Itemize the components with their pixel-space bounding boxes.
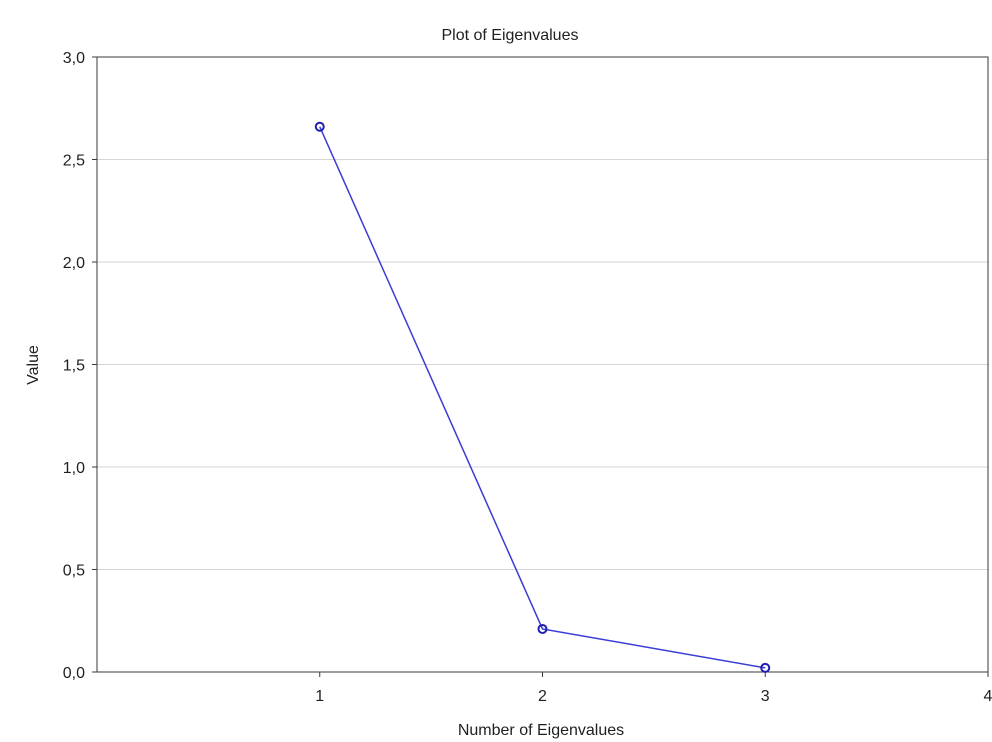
y-tick-label: 2,0 xyxy=(63,255,85,272)
x-tick-label: 2 xyxy=(538,688,547,705)
y-tick-label: 0,5 xyxy=(63,563,85,580)
tick-layer: 0,0 0,5 1,0 1,5 2,0 2,5 3,0 1 2 3 4 xyxy=(63,50,992,705)
grid-layer xyxy=(97,159,988,570)
data-point xyxy=(760,662,771,673)
data-point xyxy=(314,121,325,132)
x-tick-label: 3 xyxy=(761,688,770,705)
y-tick-label: 1,0 xyxy=(63,460,85,477)
y-tick-label: 1,5 xyxy=(63,358,85,375)
y-tick-label: 2,5 xyxy=(63,153,85,170)
y-tick-label: 3,0 xyxy=(63,50,85,67)
data-point xyxy=(537,623,548,634)
series-layer xyxy=(314,121,771,673)
chart-title: Plot of Eigenvalues xyxy=(442,27,579,44)
x-axis-title: Number of Eigenvalues xyxy=(458,722,624,739)
x-tick-label: 4 xyxy=(984,688,992,705)
series-line xyxy=(319,126,766,669)
x-tick-label: 1 xyxy=(315,688,324,705)
y-tick-label: 0,0 xyxy=(63,665,85,682)
y-axis-title: Value xyxy=(25,345,42,385)
